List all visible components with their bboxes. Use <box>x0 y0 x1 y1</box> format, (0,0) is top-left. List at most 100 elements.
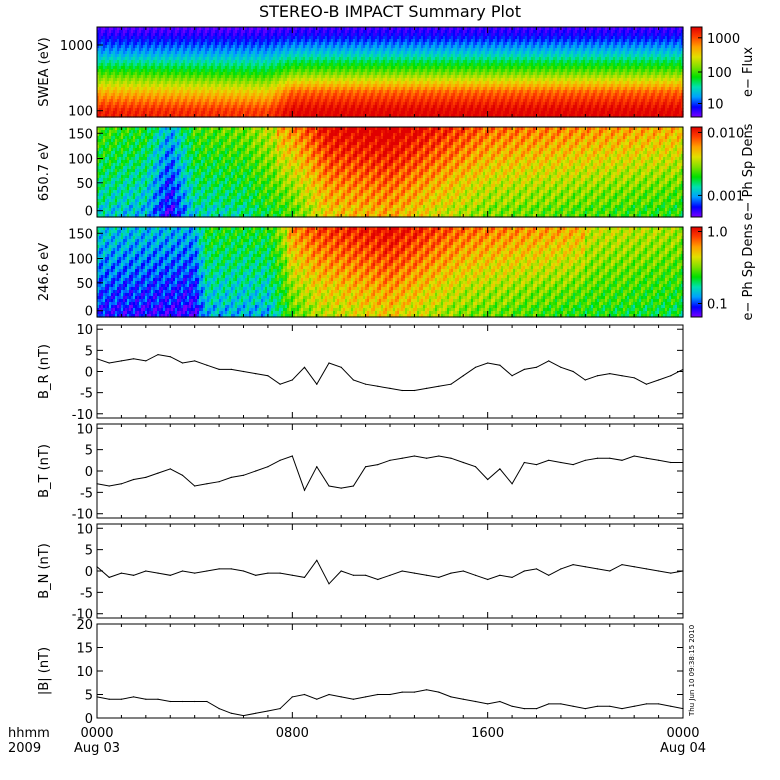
heatmap-cell <box>143 108 146 112</box>
heatmap-cell <box>143 114 146 118</box>
heatmap-cell <box>243 96 246 100</box>
heatmap-cell <box>301 48 304 52</box>
heatmap-cell <box>181 90 184 94</box>
heatmap-cell <box>179 93 182 97</box>
heatmap-cell <box>253 57 256 61</box>
heatmap-cell <box>203 54 206 58</box>
heatmap-cell <box>295 99 298 103</box>
heatmap-cell <box>181 105 184 109</box>
heatmap-cell <box>253 45 256 49</box>
heatmap-cell <box>229 63 232 67</box>
heatmap-cell <box>301 114 304 118</box>
heatmap-cell <box>125 102 128 106</box>
heatmap-cell <box>295 111 298 115</box>
heatmap-cell <box>107 33 110 37</box>
heatmap-cell <box>265 36 268 40</box>
heatmap-cell <box>305 114 308 118</box>
heatmap-cell <box>241 27 244 31</box>
heatmap-cell <box>301 90 304 94</box>
heatmap-cell <box>247 42 250 46</box>
heatmap-cell <box>259 51 262 55</box>
heatmap-cell <box>295 57 298 61</box>
heatmap-cell <box>221 72 224 76</box>
heatmap-cell <box>179 36 182 40</box>
heatmap-cell <box>287 45 290 49</box>
heatmap-cell <box>289 78 292 82</box>
heatmap-cell <box>237 27 240 31</box>
heatmap-cell <box>159 96 162 100</box>
heatmap-cell <box>203 108 206 112</box>
heatmap-cell <box>133 99 136 103</box>
heatmap-cell <box>171 111 174 115</box>
heatmap-cell <box>285 111 288 115</box>
heatmap-cell <box>211 57 214 61</box>
heatmap-cell <box>135 33 138 37</box>
heatmap-cell <box>295 33 298 37</box>
heatmap-cell <box>147 33 150 37</box>
heatmap-cell <box>241 30 244 34</box>
heatmap-cell <box>269 84 272 88</box>
heatmap-cell <box>107 102 110 106</box>
heatmap-cell <box>111 96 114 100</box>
heatmap-cell <box>237 111 240 115</box>
heatmap-cell <box>257 96 260 100</box>
heatmap-cell <box>159 105 162 109</box>
heatmap-cell <box>159 39 162 43</box>
heatmap-cell <box>149 57 152 61</box>
heatmap-cell <box>145 33 148 37</box>
heatmap-cell <box>281 36 284 40</box>
heatmap-cell <box>193 30 196 34</box>
heatmap-cell <box>149 99 152 103</box>
heatmap-cell <box>147 39 150 43</box>
heatmap-cell <box>197 78 200 82</box>
heatmap-cell <box>259 87 262 91</box>
heatmap-cell <box>167 96 170 100</box>
heatmap-cell <box>235 72 238 76</box>
heatmap-cell <box>99 36 102 40</box>
heatmap-cell <box>141 45 144 49</box>
heatmap-cell <box>227 54 230 58</box>
heatmap-cell <box>199 51 202 55</box>
heatmap-cell <box>157 114 160 118</box>
heatmap-cell <box>243 75 246 79</box>
heatmap-cell <box>155 42 158 46</box>
heatmap-cell <box>153 42 156 46</box>
heatmap-cell <box>267 90 270 94</box>
heatmap-cell <box>271 39 274 43</box>
heatmap-cell <box>115 36 118 40</box>
heatmap-cell <box>237 57 240 61</box>
heatmap-cell <box>265 102 268 106</box>
heatmap-cell <box>269 48 272 52</box>
heatmap-cell <box>157 39 160 43</box>
heatmap-cell <box>137 42 140 46</box>
heatmap-cell <box>253 81 256 85</box>
heatmap-cell <box>293 63 296 67</box>
heatmap-cell <box>207 33 210 37</box>
heatmap-cell <box>283 84 286 88</box>
heatmap-cell <box>125 30 128 34</box>
heatmap-cell <box>189 102 192 106</box>
heatmap-cell <box>265 108 268 112</box>
heatmap-cell <box>189 81 192 85</box>
heatmap-cell <box>263 78 266 82</box>
heatmap-cell <box>125 78 128 82</box>
heatmap-cell <box>175 108 178 112</box>
heatmap-cell <box>99 78 102 82</box>
heatmap-cell <box>271 48 274 52</box>
heatmap-cell <box>253 42 256 46</box>
heatmap-cell <box>127 99 130 103</box>
heatmap-cell <box>233 81 236 85</box>
heatmap-cell <box>181 108 184 112</box>
heatmap-cell <box>239 36 242 40</box>
heatmap-cell <box>135 60 138 64</box>
heatmap-cell <box>119 36 122 40</box>
heatmap-cell <box>299 111 302 115</box>
heatmap-cell <box>141 102 144 106</box>
heatmap-cell <box>273 69 276 73</box>
heatmap-cell <box>171 33 174 37</box>
heatmap-cell <box>213 96 216 100</box>
heatmap-cell <box>167 84 170 88</box>
heatmap-cell <box>183 33 186 37</box>
heatmap-cell <box>135 111 138 115</box>
heatmap-cell <box>145 36 148 40</box>
